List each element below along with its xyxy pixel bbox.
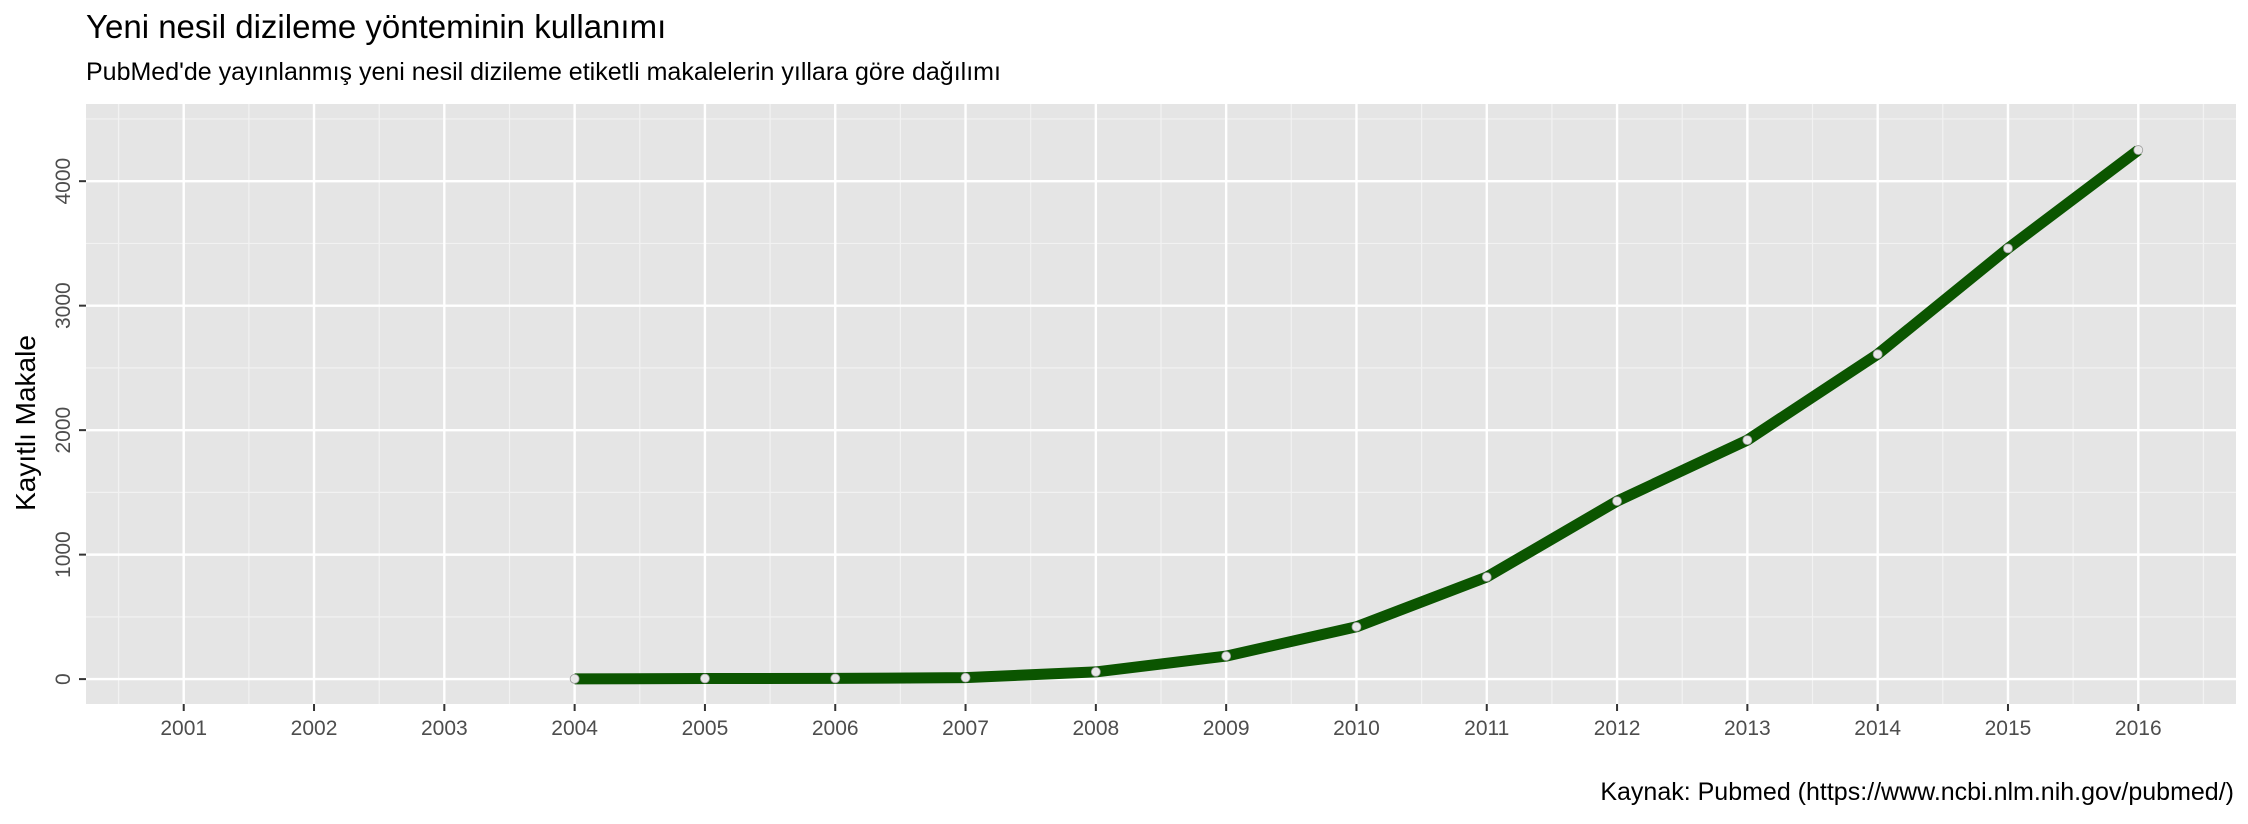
x-tick-label: 2005: [682, 717, 729, 740]
x-tick-label: 2006: [812, 717, 859, 740]
data-point: [960, 672, 971, 683]
data-point: [1221, 651, 1232, 661]
data-point: [1612, 496, 1622, 506]
x-tick-label: 2013: [1724, 717, 1771, 740]
x-tick-label: 2014: [1854, 717, 1901, 740]
x-tick-label: 2003: [421, 717, 468, 740]
y-tick-label: 0: [52, 673, 75, 685]
data-point: [569, 673, 580, 684]
data-point: [2003, 243, 2013, 254]
x-tick-label: 2007: [942, 717, 989, 740]
x-tick-label: 2009: [1203, 717, 1250, 740]
data-point: [1351, 621, 1362, 632]
y-tick-label: 3000: [52, 282, 75, 329]
data-point: [1872, 349, 1883, 360]
y-tick-label: 1000: [52, 531, 75, 578]
x-tick-label: 2011: [1464, 717, 1509, 740]
y-tick-label: 2000: [52, 407, 75, 454]
chart-title: Yeni nesil dizileme yönteminin kullanımı: [86, 8, 667, 45]
x-tick-label: 2015: [1985, 717, 2032, 740]
x-tick-label: 2002: [291, 717, 338, 740]
y-tick-label: 4000: [52, 158, 75, 205]
x-tick-label: 2012: [1594, 717, 1641, 740]
x-tick-label: 2008: [1072, 717, 1119, 740]
data-point: [830, 673, 841, 684]
x-tick-label: 2010: [1333, 717, 1380, 740]
data-point: [1742, 435, 1753, 445]
data-point: [1090, 666, 1101, 677]
data-point: [1481, 572, 1492, 582]
data-point: [700, 673, 710, 684]
x-tick-label: 2001: [160, 717, 207, 740]
x-tick-label: 2004: [551, 717, 598, 740]
chart-caption: Kaynak: Pubmed (https://www.ncbi.nlm.nih…: [1600, 778, 2234, 806]
data-point: [2133, 145, 2144, 155]
x-tick-label: 2016: [2115, 717, 2162, 740]
chart-subtitle: PubMed'de yayınlanmış yeni nesil dizilem…: [86, 58, 1001, 86]
